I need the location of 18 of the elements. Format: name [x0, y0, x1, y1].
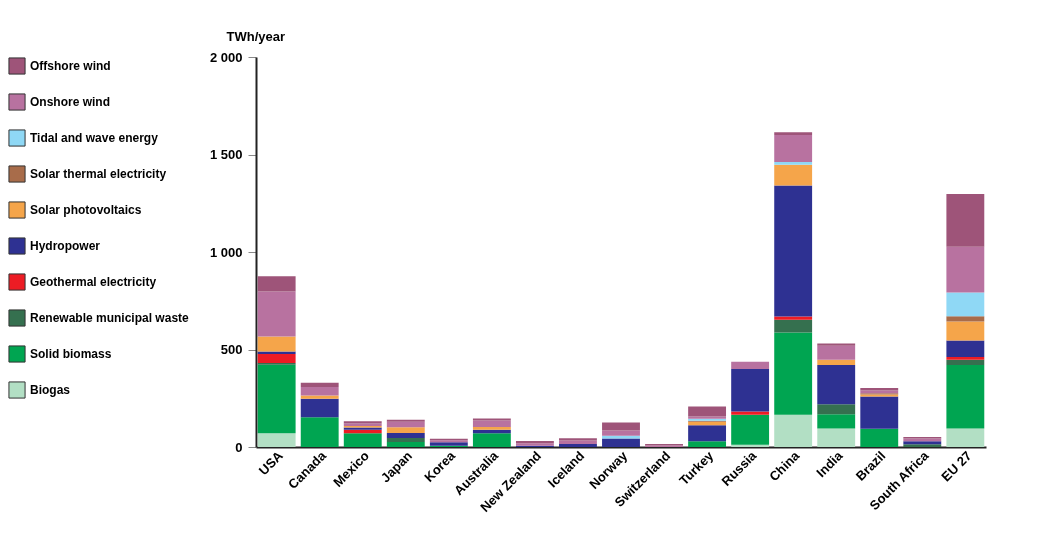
y-tick-label: 0 [235, 439, 243, 455]
legend-label: Hydropower [30, 239, 101, 253]
legend-label: Solar thermal electricity [30, 167, 167, 181]
x-tick-label: USA [255, 447, 287, 479]
legend-label: Onshore wind [30, 95, 111, 109]
y-tick-label: 2 000 [209, 49, 243, 65]
legend-label: Solar photovoltaics [30, 203, 142, 217]
legend-label: Solid biomass [30, 347, 112, 361]
y-tick-label: 500 [220, 342, 243, 357]
legend-label: Geothermal electricity [30, 275, 157, 289]
y-axis-title: TWh/year [226, 28, 286, 44]
y-tick-label: 1 500 [209, 147, 243, 162]
y-tick-label: 1 000 [209, 244, 243, 260]
x-tick-label: EU 27 [938, 448, 975, 485]
legend-label: Tidal and wave energy [30, 131, 159, 145]
legend-label: Renewable municipal waste [30, 311, 190, 325]
legend-label: Biogas [30, 383, 71, 397]
legend-label: Offshore wind [30, 59, 111, 73]
